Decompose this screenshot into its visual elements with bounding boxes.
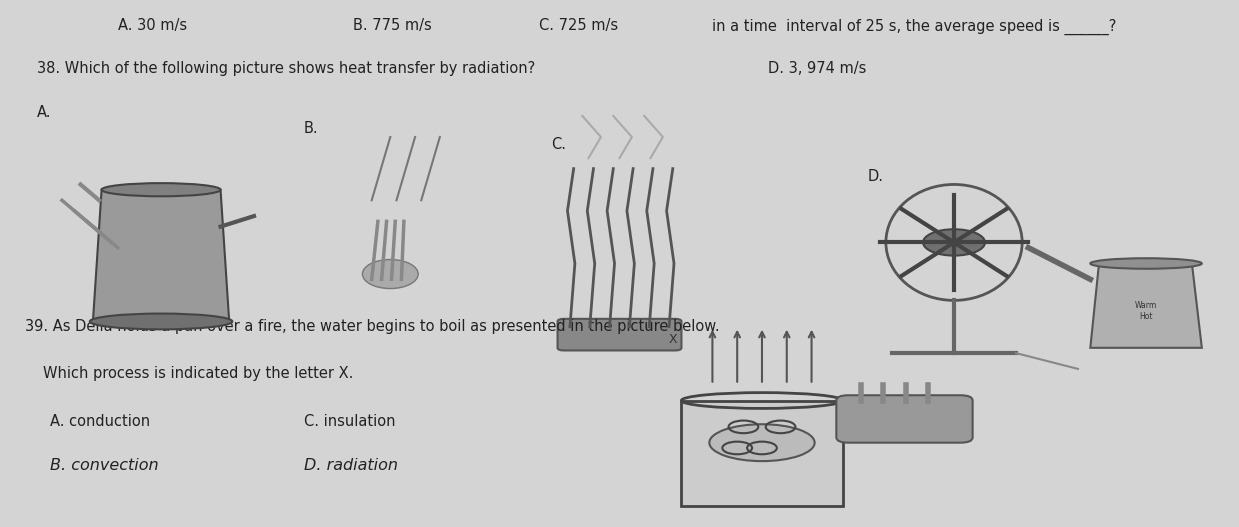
Ellipse shape <box>1090 258 1202 269</box>
Text: D. 3, 974 m/s: D. 3, 974 m/s <box>768 61 866 75</box>
Ellipse shape <box>709 424 815 461</box>
Text: B. 775 m/s: B. 775 m/s <box>353 18 432 33</box>
Text: C.: C. <box>551 137 566 152</box>
Polygon shape <box>93 190 229 321</box>
Text: 38. Which of the following picture shows heat transfer by radiation?: 38. Which of the following picture shows… <box>37 61 535 75</box>
Text: X: X <box>669 333 678 346</box>
Text: D.: D. <box>867 169 883 183</box>
Polygon shape <box>1090 264 1202 348</box>
FancyBboxPatch shape <box>836 395 973 443</box>
Text: B. convection: B. convection <box>50 458 159 473</box>
Text: C. 725 m/s: C. 725 m/s <box>539 18 618 33</box>
Text: in a time  interval of 25 s, the average speed is ______?: in a time interval of 25 s, the average … <box>712 18 1116 35</box>
Text: A. conduction: A. conduction <box>50 414 150 428</box>
Text: Warm
Hot: Warm Hot <box>1135 301 1157 320</box>
Circle shape <box>923 229 985 256</box>
Text: A. 30 m/s: A. 30 m/s <box>118 18 187 33</box>
FancyBboxPatch shape <box>681 401 843 506</box>
Text: 39. As Delia holds a pan over a fire, the water begins to boil as presented in t: 39. As Delia holds a pan over a fire, th… <box>25 319 720 334</box>
Text: C. insulation: C. insulation <box>304 414 395 428</box>
Ellipse shape <box>362 260 419 289</box>
Ellipse shape <box>89 314 233 329</box>
Text: D. radiation: D. radiation <box>304 458 398 473</box>
Text: Which process is indicated by the letter X.: Which process is indicated by the letter… <box>43 366 354 381</box>
Text: B.: B. <box>304 121 318 136</box>
Ellipse shape <box>102 183 221 196</box>
Text: A.: A. <box>37 105 52 120</box>
FancyBboxPatch shape <box>558 319 681 350</box>
